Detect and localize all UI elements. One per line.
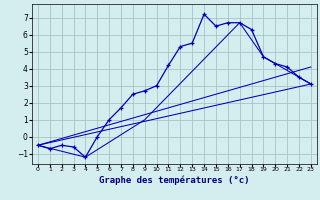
X-axis label: Graphe des températures (°c): Graphe des températures (°c) [99,175,250,185]
